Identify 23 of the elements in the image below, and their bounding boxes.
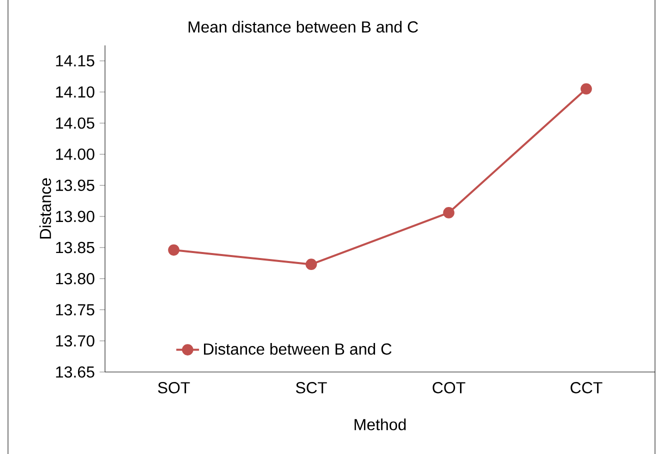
x-tick-label: CCT bbox=[570, 382, 602, 394]
point bbox=[443, 207, 454, 218]
y-tick-label: 13.75 bbox=[56, 304, 94, 316]
point bbox=[168, 244, 180, 256]
x-tick-label: COT bbox=[432, 382, 466, 394]
y-axis-title: Distance bbox=[39, 178, 52, 238]
y-tick-label: 13.70 bbox=[56, 335, 94, 347]
y-tick-label: 14.05 bbox=[56, 117, 94, 129]
y-tick-label: 14.10 bbox=[56, 86, 94, 98]
x-axis-title: Method bbox=[354, 418, 406, 430]
legend-label: Distance between B and C bbox=[204, 343, 392, 355]
x-tick-label: SOT bbox=[158, 382, 190, 394]
x-tick-label: SCT bbox=[296, 382, 327, 394]
y-tick-label: 13.80 bbox=[56, 273, 94, 284]
point bbox=[306, 258, 317, 270]
chart-title: Mean distance between B and C bbox=[188, 20, 418, 33]
y-tick-label: 14.15 bbox=[56, 55, 94, 66]
y-tick-label: 14.00 bbox=[56, 148, 94, 160]
y-tick-label: 13.95 bbox=[56, 180, 94, 191]
y-tick-label: 13.65 bbox=[56, 366, 94, 378]
y-tick-label: 13.90 bbox=[56, 210, 94, 222]
y-tick-label: 13.85 bbox=[56, 242, 94, 254]
point bbox=[580, 83, 592, 95]
